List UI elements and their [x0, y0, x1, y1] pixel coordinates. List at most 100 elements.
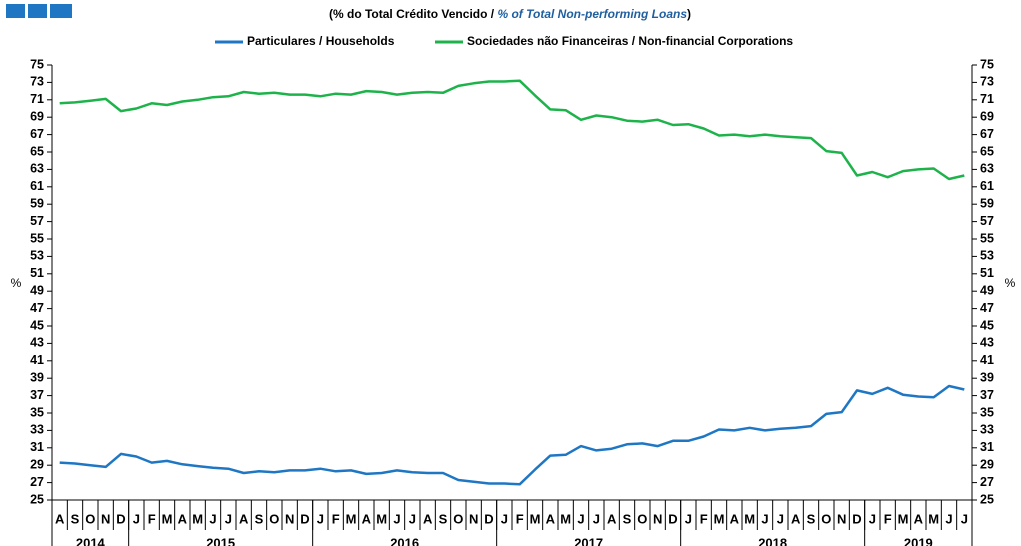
y-tick-label: 75 — [30, 57, 44, 71]
y2-tick-label: 37 — [980, 388, 994, 402]
x-tick-label: D — [300, 511, 309, 526]
x-tick-label: O — [453, 511, 463, 526]
x-tick-label: S — [255, 511, 264, 526]
y-tick-label: 63 — [30, 162, 44, 176]
y-tick-label: 35 — [30, 405, 44, 419]
y2-tick-label: 73 — [980, 75, 994, 89]
x-tick-label: J — [593, 511, 600, 526]
y2-tick-label: 25 — [980, 492, 994, 506]
y2-tick-label: 31 — [980, 440, 994, 454]
x-tick-label: A — [239, 511, 249, 526]
y-tick-label: 53 — [30, 249, 44, 263]
x-tick-label: D — [852, 511, 861, 526]
y-tick-label: 47 — [30, 301, 44, 315]
x-tick-label: F — [700, 511, 708, 526]
y2-tick-label: 57 — [980, 214, 994, 228]
x-tick-label: N — [101, 511, 110, 526]
x-tick-label: A — [362, 511, 372, 526]
x-tick-label: D — [484, 511, 493, 526]
y-tick-label: 29 — [30, 457, 44, 471]
x-tick-label: F — [332, 511, 340, 526]
x-tick-label: M — [376, 511, 387, 526]
x-tick-label: M — [744, 511, 755, 526]
x-tick-label: J — [961, 511, 968, 526]
y2-tick-label: 61 — [980, 179, 994, 193]
x-tick-label: N — [837, 511, 846, 526]
y-tick-label: 61 — [30, 179, 44, 193]
y2-tick-label: 65 — [980, 144, 994, 158]
x-tick-label: J — [133, 511, 140, 526]
x-tick-label: F — [516, 511, 524, 526]
y-tick-label: 65 — [30, 144, 44, 158]
year-label: 2014 — [76, 535, 106, 546]
x-tick-label: N — [285, 511, 294, 526]
y-tick-label: 41 — [30, 353, 44, 367]
y2-tick-label: 55 — [980, 231, 994, 245]
year-label: 2018 — [758, 535, 787, 546]
x-tick-label: J — [761, 511, 768, 526]
x-tick-label: J — [209, 511, 216, 526]
x-tick-label: M — [714, 511, 725, 526]
x-tick-label: A — [178, 511, 188, 526]
x-tick-label: A — [914, 511, 924, 526]
y-axis-label: % — [11, 276, 22, 290]
x-tick-label: M — [346, 511, 357, 526]
x-tick-label: A — [791, 511, 801, 526]
y2-tick-label: 51 — [980, 266, 994, 280]
y-tick-label: 67 — [30, 127, 44, 141]
x-tick-label: A — [55, 511, 65, 526]
title-part: % of Total Non-performing Loans — [497, 7, 687, 21]
y-tick-label: 31 — [30, 440, 44, 454]
x-tick-label: J — [945, 511, 952, 526]
y-tick-label: 57 — [30, 214, 44, 228]
y2-tick-label: 75 — [980, 57, 994, 71]
legend-label: Sociedades não Financeiras / Non-financi… — [467, 34, 793, 48]
year-label: 2016 — [390, 535, 419, 546]
chart-title: (% do Total Crédito Vencido / % of Total… — [329, 7, 691, 21]
x-tick-label: J — [225, 511, 232, 526]
y2-tick-label: 35 — [980, 405, 994, 419]
x-tick-label: F — [884, 511, 892, 526]
x-tick-label: J — [317, 511, 324, 526]
series-line — [59, 79, 965, 181]
logo — [6, 4, 72, 18]
x-tick-label: O — [821, 511, 831, 526]
y2-axis-label: % — [1005, 276, 1016, 290]
y-tick-label: 33 — [30, 423, 44, 437]
y2-tick-label: 39 — [980, 370, 994, 384]
y-tick-label: 39 — [30, 370, 44, 384]
title-part: (% do Total Crédito Vencido / — [329, 7, 495, 21]
x-tick-label: A — [546, 511, 556, 526]
y-tick-label: 51 — [30, 266, 44, 280]
y-tick-label: 49 — [30, 283, 44, 297]
x-tick-label: O — [85, 511, 95, 526]
x-tick-label: N — [469, 511, 478, 526]
y-tick-label: 71 — [30, 92, 44, 106]
x-tick-label: M — [898, 511, 909, 526]
year-label: 2017 — [574, 535, 603, 546]
y-tick-label: 43 — [30, 336, 44, 350]
y2-tick-label: 29 — [980, 457, 994, 471]
x-tick-label: M — [530, 511, 541, 526]
title-part: ) — [687, 7, 691, 21]
y2-tick-label: 27 — [980, 475, 994, 489]
y-tick-label: 55 — [30, 231, 44, 245]
x-tick-label: O — [637, 511, 647, 526]
y2-tick-label: 53 — [980, 249, 994, 263]
year-label: 2019 — [904, 535, 933, 546]
y2-tick-label: 59 — [980, 196, 994, 210]
y-tick-label: 69 — [30, 109, 44, 123]
x-tick-label: J — [777, 511, 784, 526]
x-tick-label: M — [192, 511, 203, 526]
x-tick-label: F — [148, 511, 156, 526]
series-line — [59, 384, 965, 486]
y2-tick-label: 33 — [980, 423, 994, 437]
x-tick-label: S — [807, 511, 816, 526]
y-tick-label: 37 — [30, 388, 44, 402]
y2-tick-label: 69 — [980, 109, 994, 123]
x-tick-label: D — [668, 511, 677, 526]
x-tick-label: A — [423, 511, 433, 526]
y-tick-label: 59 — [30, 196, 44, 210]
x-tick-label: O — [269, 511, 279, 526]
y2-tick-label: 45 — [980, 318, 994, 332]
